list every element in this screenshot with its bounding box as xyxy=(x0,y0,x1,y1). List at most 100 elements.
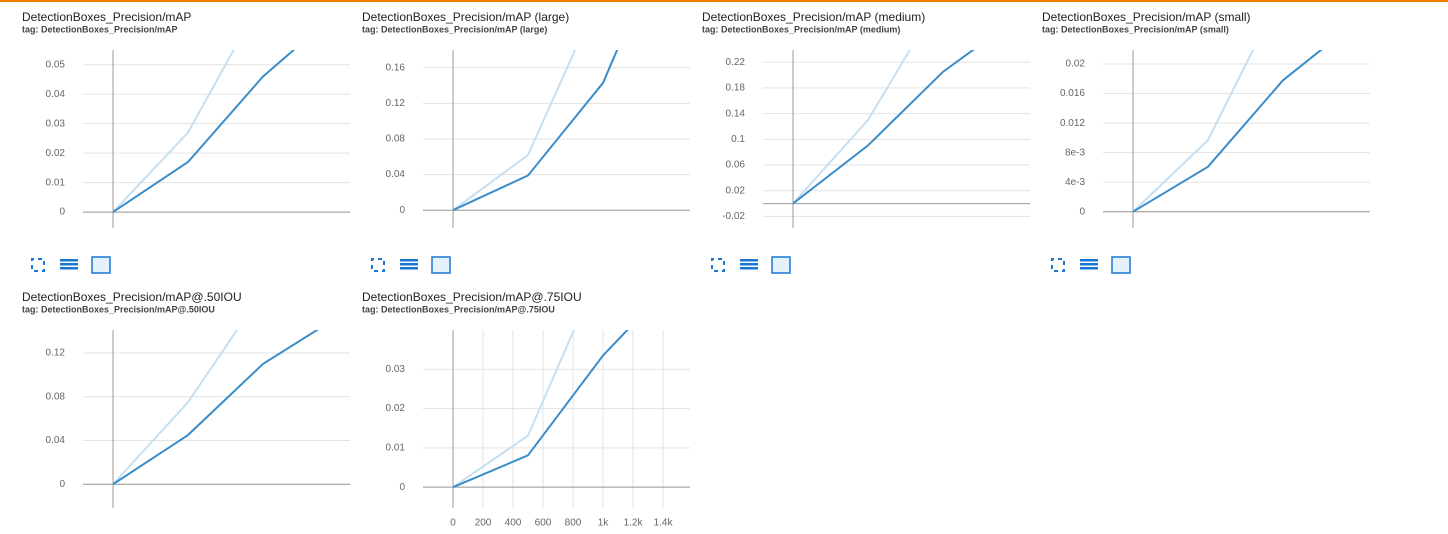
series-line xyxy=(452,50,619,212)
y-tick-label: 0.01 xyxy=(46,177,66,188)
y-tick-label: 0.04 xyxy=(386,169,406,180)
chart-title: DetectionBoxes_Precision/mAP@.50IOU xyxy=(22,290,242,304)
series-line xyxy=(452,330,629,489)
chart-title: DetectionBoxes_Precision/mAP (medium) xyxy=(702,10,925,24)
y-tick-label: 0 xyxy=(59,207,65,218)
plot xyxy=(112,330,319,486)
data-toggle-button[interactable] xyxy=(1080,263,1098,266)
y-tick-label: 0.12 xyxy=(46,348,66,359)
y-tick-label: 0.03 xyxy=(386,364,406,375)
y-tick-label: 0.02 xyxy=(386,403,406,414)
fullscreen-button[interactable] xyxy=(371,258,385,272)
chart-tag: tag: DetectionBoxes_Precision/mAP@.50IOU xyxy=(22,304,215,314)
x-tick-label: 1.2k xyxy=(624,518,644,529)
y-tick-label: 0.08 xyxy=(46,391,66,402)
data-toggle-button[interactable] xyxy=(400,259,418,262)
y-tick-label: 0 xyxy=(59,479,65,490)
plot xyxy=(792,50,975,205)
series-line xyxy=(112,50,235,213)
y-tick-label: 0.02 xyxy=(1066,59,1086,70)
chart-card: DetectionBoxes_Precision/mAP@.75IOUtag: … xyxy=(362,290,690,529)
plot xyxy=(112,50,296,213)
data-toggle-button[interactable] xyxy=(1080,259,1098,262)
plot xyxy=(1132,50,1323,213)
y-tick-label: 0.03 xyxy=(46,118,66,129)
y-tick-label: 4e-3 xyxy=(1065,177,1085,188)
fit-domain-button[interactable] xyxy=(1111,256,1131,274)
y-tick-label: 0.12 xyxy=(386,98,406,109)
y-tick-label: 0.04 xyxy=(46,89,66,100)
series-line xyxy=(792,50,912,205)
y-tick-label: 0.012 xyxy=(1060,118,1085,129)
y-tick-label: 0.01 xyxy=(386,443,406,454)
series-line xyxy=(1132,50,1255,213)
chart-tools xyxy=(371,256,451,274)
chart-card: DetectionBoxes_Precision/mAP (medium)tag… xyxy=(702,10,1030,274)
chart-card: DetectionBoxes_Precision/mAP (large)tag:… xyxy=(362,10,690,274)
series-line xyxy=(112,330,319,486)
y-tick-label: -0.02 xyxy=(722,211,745,222)
x-tick-label: 800 xyxy=(565,518,582,529)
plot xyxy=(452,50,619,212)
x-tick-label: 600 xyxy=(535,518,552,529)
series-line xyxy=(452,330,576,488)
chart-tag: tag: DetectionBoxes_Precision/mAP (small… xyxy=(1042,24,1229,34)
chart-tools xyxy=(711,256,791,274)
plot xyxy=(452,330,629,489)
data-toggle-button[interactable] xyxy=(740,263,758,266)
chart-tag: tag: DetectionBoxes_Precision/mAP xyxy=(22,24,178,34)
x-tick-label: 0 xyxy=(450,518,456,529)
fullscreen-button[interactable] xyxy=(1051,258,1065,272)
y-tick-label: 8e-3 xyxy=(1065,147,1085,158)
y-tick-label: 0.04 xyxy=(46,435,66,446)
y-tick-label: 0 xyxy=(1079,206,1085,217)
chart-title: DetectionBoxes_Precision/mAP@.75IOU xyxy=(362,290,582,304)
chart-tag: tag: DetectionBoxes_Precision/mAP (mediu… xyxy=(702,24,900,34)
fit-domain-button[interactable] xyxy=(91,256,111,274)
chart-title: DetectionBoxes_Precision/mAP (large) xyxy=(362,10,569,24)
y-tick-label: 0.016 xyxy=(1060,88,1085,99)
x-tick-label: 200 xyxy=(475,518,492,529)
fullscreen-button[interactable] xyxy=(31,258,45,272)
top-bar xyxy=(0,0,1448,2)
y-tick-label: 0.02 xyxy=(46,148,66,159)
series-line xyxy=(1132,50,1323,213)
fit-domain-button[interactable] xyxy=(431,256,451,274)
y-tick-label: 0.14 xyxy=(726,108,746,119)
chart-card: DetectionBoxes_Precision/mAP (small)tag:… xyxy=(1042,10,1370,274)
data-toggle-button[interactable] xyxy=(60,263,78,266)
y-tick-label: 0.06 xyxy=(726,160,746,171)
chart-tools xyxy=(1051,256,1131,274)
chart-title: DetectionBoxes_Precision/mAP xyxy=(22,10,191,24)
y-tick-label: 0 xyxy=(399,205,405,216)
chart-title: DetectionBoxes_Precision/mAP (small) xyxy=(1042,10,1251,24)
fit-domain-button[interactable] xyxy=(771,256,791,274)
data-toggle-button[interactable] xyxy=(400,267,418,270)
data-toggle-button[interactable] xyxy=(60,267,78,270)
y-tick-label: 0 xyxy=(399,482,405,493)
x-tick-label: 1k xyxy=(598,518,610,529)
data-toggle-button[interactable] xyxy=(1080,267,1098,270)
fullscreen-button[interactable] xyxy=(711,258,725,272)
chart-tag: tag: DetectionBoxes_Precision/mAP@.75IOU xyxy=(362,304,555,314)
y-tick-label: 0.18 xyxy=(726,83,746,94)
series-line xyxy=(112,50,296,213)
y-tick-label: 0.05 xyxy=(46,59,66,70)
data-toggle-button[interactable] xyxy=(740,259,758,262)
data-toggle-button[interactable] xyxy=(740,267,758,270)
x-tick-label: 400 xyxy=(505,518,522,529)
chart-card: DetectionBoxes_Precision/mAP@.50IOUtag: … xyxy=(22,290,350,508)
series-line xyxy=(792,50,975,205)
chart-tools xyxy=(31,256,111,274)
data-toggle-button[interactable] xyxy=(60,259,78,262)
y-tick-label: 0.22 xyxy=(726,57,746,68)
series-line xyxy=(112,330,239,485)
x-tick-label: 1.4k xyxy=(654,518,674,529)
chart-tag: tag: DetectionBoxes_Precision/mAP (large… xyxy=(362,24,547,34)
data-toggle-button[interactable] xyxy=(400,263,418,266)
y-tick-label: 0.02 xyxy=(726,185,746,196)
y-tick-label: 0.16 xyxy=(386,62,406,73)
